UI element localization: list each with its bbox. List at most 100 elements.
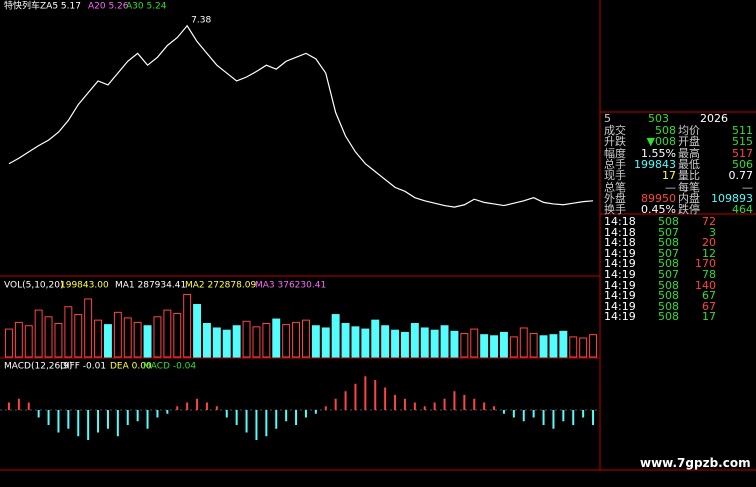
quote-label: 最高 xyxy=(678,146,700,160)
quote-value: 506 xyxy=(732,157,753,171)
quote-row: 成交 508 均价 511 xyxy=(600,125,756,136)
quote-row: 幅度 1.55% 最高 517 xyxy=(600,148,756,159)
volume-bar xyxy=(173,312,182,358)
quote-value: 517 xyxy=(732,146,753,160)
trade-time: 14:19 xyxy=(604,289,636,303)
trade-volume: 78 xyxy=(702,268,716,281)
volume-bar xyxy=(163,309,172,358)
trade-row: 14:19 508 67 xyxy=(600,290,756,301)
volume-bar xyxy=(103,324,112,358)
quote-value: — xyxy=(665,180,676,194)
ma-label: A30 5.24 xyxy=(126,2,167,12)
volume-bar xyxy=(361,328,370,358)
volume-bar xyxy=(450,330,459,358)
trade-row: 14:18 507 3 xyxy=(600,227,756,238)
quote-label: 均价 xyxy=(678,124,700,137)
peak-label: 7.38 xyxy=(191,15,211,25)
quote-label: 内盘 xyxy=(678,191,700,205)
quote-label: 总笔 xyxy=(604,180,626,194)
watermark: www.7gpzb.com xyxy=(640,456,751,470)
quote-row: 外盘 89950 内盘 109893 xyxy=(600,193,756,204)
trade-row: 14:19 508 17 xyxy=(600,311,756,322)
header-cell: 5 xyxy=(604,112,611,125)
volume-bar xyxy=(252,326,261,358)
quote-label: 总手 xyxy=(604,157,626,171)
volume-bar xyxy=(589,334,598,358)
vol-ma: MA3 376230.41 xyxy=(255,281,326,291)
trade-price: 507 xyxy=(658,225,679,239)
quote-label: 跌停 xyxy=(678,203,700,217)
quote-label: 最低 xyxy=(678,157,700,171)
quote-row: 总手 199843 最低 506 xyxy=(600,159,756,170)
vol-label: VOL(5,10,20) xyxy=(4,281,63,291)
trade-price: 507 xyxy=(658,246,679,260)
trade-time: 14:18 xyxy=(604,215,636,228)
trade-row: 14:19 507 78 xyxy=(600,269,756,280)
trade-price: 508 xyxy=(658,310,679,324)
quote-value: 1.55% xyxy=(641,146,676,160)
trade-time: 14:19 xyxy=(604,278,636,292)
volume-bar xyxy=(133,321,142,358)
volume-bar xyxy=(232,325,241,358)
volume-bar xyxy=(371,319,380,358)
volume-bar xyxy=(84,298,93,358)
macd-dea: DEA 0.00 xyxy=(110,362,152,372)
volume-bar xyxy=(202,323,211,358)
quote-label: 幅度 xyxy=(604,146,626,160)
volume-bar xyxy=(400,331,409,358)
trade-time: 14:18 xyxy=(604,225,636,239)
volume-bar xyxy=(301,319,310,358)
volume-bar xyxy=(480,334,489,358)
trade-time: 14:19 xyxy=(604,299,636,313)
quote-row: 升跌 ▼008 开盘 515 xyxy=(600,136,756,147)
trade-volume: 3 xyxy=(709,225,716,239)
quote-value: ▼008 xyxy=(646,135,676,149)
volume-bar xyxy=(470,328,479,358)
volume-bar xyxy=(54,323,63,358)
trade-price: 508 xyxy=(658,278,679,292)
quote-label: 换手 xyxy=(604,203,626,217)
trade-volume: 72 xyxy=(702,215,716,228)
volume-bar xyxy=(143,325,152,358)
quote-row: 现手 17 量比 0.77 xyxy=(600,170,756,181)
trade-volume: 20 xyxy=(702,236,716,250)
volume-bar xyxy=(410,323,419,358)
quote-value: 508 xyxy=(655,124,676,137)
price-line xyxy=(8,24,594,208)
volume-bar xyxy=(311,325,320,358)
trade-row: 14:19 508 140 xyxy=(600,280,756,291)
volume-bar xyxy=(420,327,429,358)
volume-bar xyxy=(94,319,103,358)
vol-current: 199843.00 xyxy=(60,281,109,291)
trade-row: 14:18 508 72 xyxy=(600,216,756,227)
volume-bar xyxy=(440,325,449,358)
quote-label: 升跌 xyxy=(604,135,626,149)
volume-bar xyxy=(34,309,43,358)
macd-label: MACD(12,26,9) xyxy=(4,362,72,372)
trade-row: 14:19 508 67 xyxy=(600,301,756,312)
quote-label: 成交 xyxy=(604,124,626,137)
volume-bar xyxy=(212,327,221,358)
trade-price: 508 xyxy=(658,236,679,250)
volume-bar xyxy=(490,335,499,358)
volume-bar xyxy=(153,316,162,358)
quote-value: 464 xyxy=(732,203,753,217)
volume-bar xyxy=(272,318,281,358)
volume-bar xyxy=(331,314,340,358)
volume-bar xyxy=(460,333,469,358)
quote-value: 109893 xyxy=(711,191,753,205)
ma-label: A20 5.26 xyxy=(88,2,129,12)
quote-value: 89950 xyxy=(641,191,676,205)
vol-ma: MA2 272878.09 xyxy=(185,281,256,291)
volume-bar xyxy=(74,314,83,358)
trade-row: 14:18 508 20 xyxy=(600,237,756,248)
quote-label: 量比 xyxy=(678,169,700,183)
volume-bar xyxy=(549,334,558,358)
trade-volume: 17 xyxy=(702,310,716,324)
volume-bar xyxy=(24,325,33,358)
volume-bar xyxy=(64,306,73,358)
quote-row: 总笔 — 每笔 — xyxy=(600,182,756,193)
volume-bar xyxy=(559,330,568,358)
quote-value: 17 xyxy=(662,169,676,183)
quote-header: 5 503 2026 xyxy=(600,113,756,124)
